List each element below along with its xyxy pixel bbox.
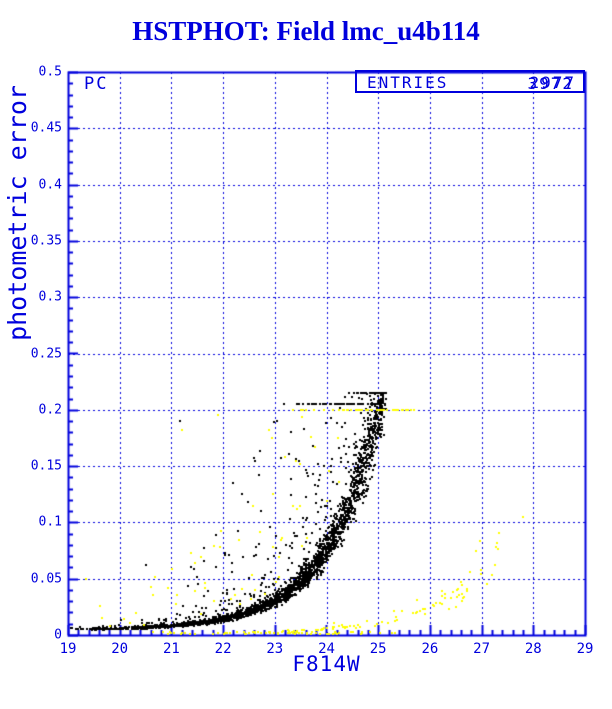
x-tick-label: 19: [59, 641, 77, 657]
x-tick-label: 22: [214, 641, 232, 657]
y-tick-label: 0.4: [38, 177, 62, 193]
page-title: HSTPHOT: Field lmc_u4b114: [132, 16, 480, 46]
entries-label: ENTRIES: [367, 73, 449, 92]
entries-stats-box: ENTRIES 2977 3972: [355, 70, 585, 93]
y-tick-label: 0.1: [38, 514, 62, 530]
y-tick-label: 0.45: [30, 120, 62, 136]
x-tick-label: 20: [111, 641, 129, 657]
y-tick-label: 0.3: [38, 289, 62, 305]
x-tick-label: 29: [576, 641, 594, 657]
x-tick-label: 24: [318, 641, 335, 657]
y-tick-label: 0.15: [30, 458, 62, 474]
y-tick-label: 0.2: [38, 402, 62, 418]
x-tick-label: 25: [369, 641, 387, 657]
entries-value-2: 3972: [527, 74, 574, 93]
x-tick-label: 23: [266, 641, 284, 657]
y-tick-label: 0.25: [30, 346, 62, 361]
x-tick-label: 28: [524, 641, 542, 657]
y-tick-label: 0.35: [30, 233, 62, 249]
x-tick-label: 27: [473, 641, 491, 657]
x-tick-label: 26: [421, 641, 439, 657]
x-axis-title: F814W: [292, 652, 361, 676]
y-tick-label: 0.5: [38, 64, 62, 80]
y-tick-label: 0: [54, 627, 62, 643]
entries-value-1: 2977: [529, 73, 576, 92]
chip-label: PC: [84, 74, 109, 94]
y-axis-title: photometric error: [3, 85, 32, 341]
x-tick-label: 21: [162, 641, 180, 657]
y-tick-label: 0.05: [30, 571, 62, 587]
